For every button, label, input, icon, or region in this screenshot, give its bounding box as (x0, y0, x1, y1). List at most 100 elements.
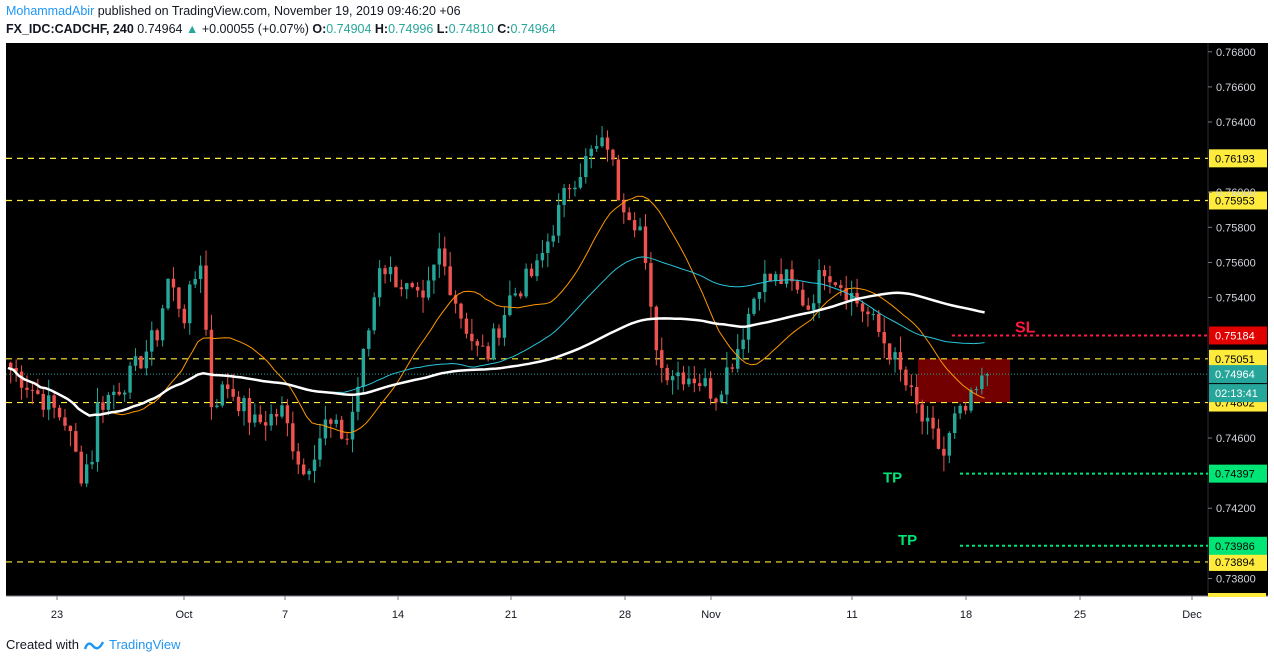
candle-body[interactable] (318, 438, 322, 460)
candle-body[interactable] (893, 352, 897, 360)
candle-body[interactable] (535, 260, 539, 277)
candle-body[interactable] (36, 390, 40, 394)
candle-body[interactable] (730, 367, 735, 369)
candle-body[interactable] (345, 438, 349, 440)
candle-body[interactable] (898, 352, 903, 370)
candle-body[interactable] (763, 273, 767, 293)
candle-body[interactable] (367, 330, 371, 349)
candle-body[interactable] (285, 405, 290, 424)
candle-body[interactable] (394, 267, 398, 288)
candle-body[interactable] (540, 252, 545, 261)
candle-body[interactable] (974, 389, 979, 391)
candle-body[interactable] (616, 159, 621, 201)
candle-body[interactable] (453, 295, 458, 304)
candle-body[interactable] (204, 265, 208, 330)
take-profit-price-label-box[interactable] (1209, 536, 1267, 555)
candle-body[interactable] (133, 356, 138, 366)
candle-body[interactable] (334, 419, 338, 424)
candle-body[interactable] (415, 286, 420, 291)
candle-body[interactable] (247, 398, 252, 423)
candle-body[interactable] (866, 311, 870, 315)
candle-body[interactable] (497, 328, 501, 338)
level-price-label-box[interactable] (1209, 191, 1267, 210)
candle-body[interactable] (155, 330, 159, 341)
candle-body[interactable] (253, 414, 257, 423)
candle-body[interactable] (437, 248, 442, 265)
candle-body[interactable] (828, 276, 832, 283)
candle-body[interactable] (795, 281, 800, 290)
candle-body[interactable] (980, 375, 984, 390)
candle-body[interactable] (443, 248, 447, 267)
candle-body[interactable] (188, 284, 192, 324)
candle-body[interactable] (226, 384, 230, 389)
candle-body[interactable] (63, 417, 67, 426)
candle-body[interactable] (567, 188, 572, 190)
candle-body[interactable] (643, 226, 648, 264)
price-axis[interactable] (1208, 43, 1268, 596)
candle-body[interactable] (150, 330, 154, 352)
candle-body[interactable] (361, 348, 366, 387)
candle-body[interactable] (79, 451, 83, 484)
candle-body[interactable] (301, 464, 306, 475)
candle-body[interactable] (68, 425, 73, 432)
candle-body[interactable] (432, 264, 436, 281)
candle-body[interactable] (236, 396, 241, 412)
candle-body[interactable] (752, 298, 756, 314)
candle-body[interactable] (963, 405, 968, 411)
candle-body[interactable] (589, 148, 593, 156)
candle-body[interactable] (209, 329, 214, 408)
candle-body[interactable] (198, 265, 203, 279)
candle-body[interactable] (95, 402, 100, 463)
candle-body[interactable] (779, 274, 783, 284)
candle-body[interactable] (421, 290, 425, 298)
candle-body[interactable] (931, 417, 935, 429)
candle-body[interactable] (182, 308, 187, 324)
candle-body[interactable] (475, 341, 480, 346)
candle-body[interactable] (329, 419, 333, 424)
candle-body[interactable] (486, 346, 490, 360)
candle-body[interactable] (584, 155, 588, 178)
candle-body[interactable] (242, 398, 246, 412)
candle-body[interactable] (953, 413, 957, 434)
candle-body[interactable] (773, 274, 778, 282)
candle-body[interactable] (57, 407, 62, 418)
candle-body[interactable] (166, 278, 170, 309)
candle-body[interactable] (801, 289, 805, 306)
candle-body[interactable] (622, 200, 626, 213)
candle-body[interactable] (448, 266, 452, 296)
candle-body[interactable] (556, 204, 561, 236)
candle-body[interactable] (405, 283, 409, 290)
candle-body[interactable] (518, 293, 523, 297)
candle-body[interactable] (177, 287, 181, 309)
candle-body[interactable] (985, 374, 989, 376)
candle-body[interactable] (562, 188, 566, 205)
candle-body[interactable] (860, 303, 865, 312)
candle-body[interactable] (768, 273, 772, 282)
take-profit-price-label-box[interactable] (1209, 464, 1267, 483)
level-price-label-box[interactable] (1209, 349, 1267, 368)
candle-body[interactable] (790, 269, 794, 282)
candle-body[interactable] (231, 388, 235, 397)
candle-body[interactable] (736, 349, 740, 369)
candle-body[interactable] (160, 308, 165, 341)
candle-body[interactable] (594, 146, 599, 149)
time-axis[interactable] (6, 596, 1268, 626)
candle-body[interactable] (925, 417, 930, 422)
candle-body[interactable] (887, 343, 892, 360)
candle-body[interactable] (632, 220, 637, 231)
candle-body[interactable] (117, 391, 121, 395)
candle-body[interactable] (627, 212, 631, 221)
candle-body[interactable] (25, 387, 29, 390)
candle-body[interactable] (101, 402, 105, 410)
candle-body[interactable] (74, 431, 78, 452)
candle-body[interactable] (811, 303, 816, 310)
candle-body[interactable] (90, 462, 94, 465)
candle-body[interactable] (280, 405, 284, 417)
candle-body[interactable] (323, 419, 328, 439)
candle-body[interactable] (258, 414, 262, 423)
candle-body[interactable] (605, 137, 610, 150)
candle-body[interactable] (708, 378, 713, 399)
candle-body[interactable] (660, 350, 664, 368)
candle-body[interactable] (502, 315, 507, 338)
